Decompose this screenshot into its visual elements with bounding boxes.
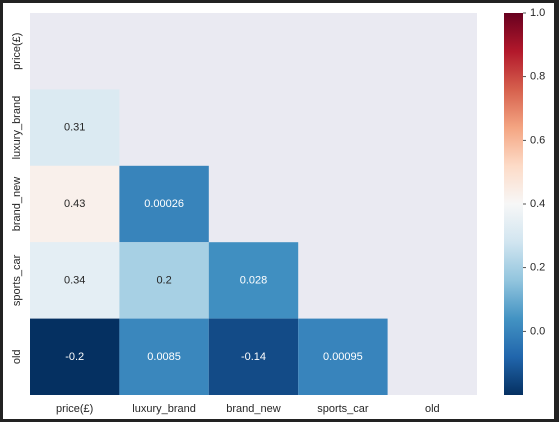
cell-value-label: -0.2: [65, 351, 84, 363]
colorbar-tick-label: 0.8: [530, 71, 545, 83]
x-tick-labels: price(£) luxury_brand brand_new sports_car o…: [56, 403, 440, 415]
x-tick-label: sports_car: [317, 403, 369, 415]
colorbar-tick-label: 0.0: [530, 325, 545, 337]
heatmap-cells: 0.31 0.43 0.00026 0.34 0.2 0.028 -0.2 0.0085 -0.…: [30, 89, 388, 395]
y-tick-label: brand_new: [11, 177, 23, 231]
heatmap-cell: [208, 242, 299, 319]
colorbar-tick-label: 0.2: [530, 262, 545, 274]
colorbar: [504, 13, 523, 395]
cell-value-label: 0.00026: [144, 198, 184, 210]
heatmap-figure: 0.31 0.43 0.00026 0.34 0.2 0.028 -0.2 0.0085 -0.…: [3, 3, 554, 419]
heatmap-cell: [30, 242, 120, 319]
colorbar-tick-label: 1.0: [530, 7, 545, 19]
correlation-heatmap: 0.31 0.43 0.00026 0.34 0.2 0.028 -0.2 0.0085 -0.…: [11, 7, 545, 415]
x-tick-label: price(£): [56, 403, 93, 415]
cell-value-label: 0.00095: [323, 351, 363, 363]
heatmap-cell: [30, 89, 120, 166]
heatmap-cell: [119, 165, 209, 243]
colorbar-tick-label: 0.6: [530, 134, 545, 146]
x-tick-label: luxury_brand: [132, 403, 196, 415]
cell-value-label: -0.14: [241, 351, 266, 363]
cell-value-label: 0.31: [64, 122, 85, 134]
heatmap-cell: [119, 318, 209, 395]
colorbar-tick-label: 0.4: [530, 198, 545, 210]
heatmap-cell: [119, 242, 209, 319]
y-tick-label: old: [11, 349, 23, 364]
heatmap-cell: [298, 318, 388, 395]
colorbar-ticks: 0.0 0.2 0.4 0.6 0.8 1.0: [523, 7, 545, 337]
cell-value-label: 0.43: [64, 198, 85, 210]
cell-value-label: 0.34: [64, 274, 85, 286]
y-tick-labels: price(£) luxury_brand brand_new sports_caro…: [11, 33, 23, 365]
heatmap-cell: [30, 318, 120, 395]
cell-value-label: 0.028: [240, 274, 268, 286]
x-tick-label: old: [425, 403, 440, 415]
y-tick-label: luxury_brand: [11, 96, 23, 160]
cell-value-label: 0.0085: [147, 351, 181, 363]
x-tick-label: brand_new: [226, 403, 280, 415]
y-tick-label: sports_car: [11, 254, 23, 306]
heatmap-cell: [30, 165, 120, 243]
heatmap-cell: [208, 318, 299, 395]
cell-value-label: 0.2: [156, 274, 171, 286]
y-tick-label: price(£): [11, 33, 23, 70]
